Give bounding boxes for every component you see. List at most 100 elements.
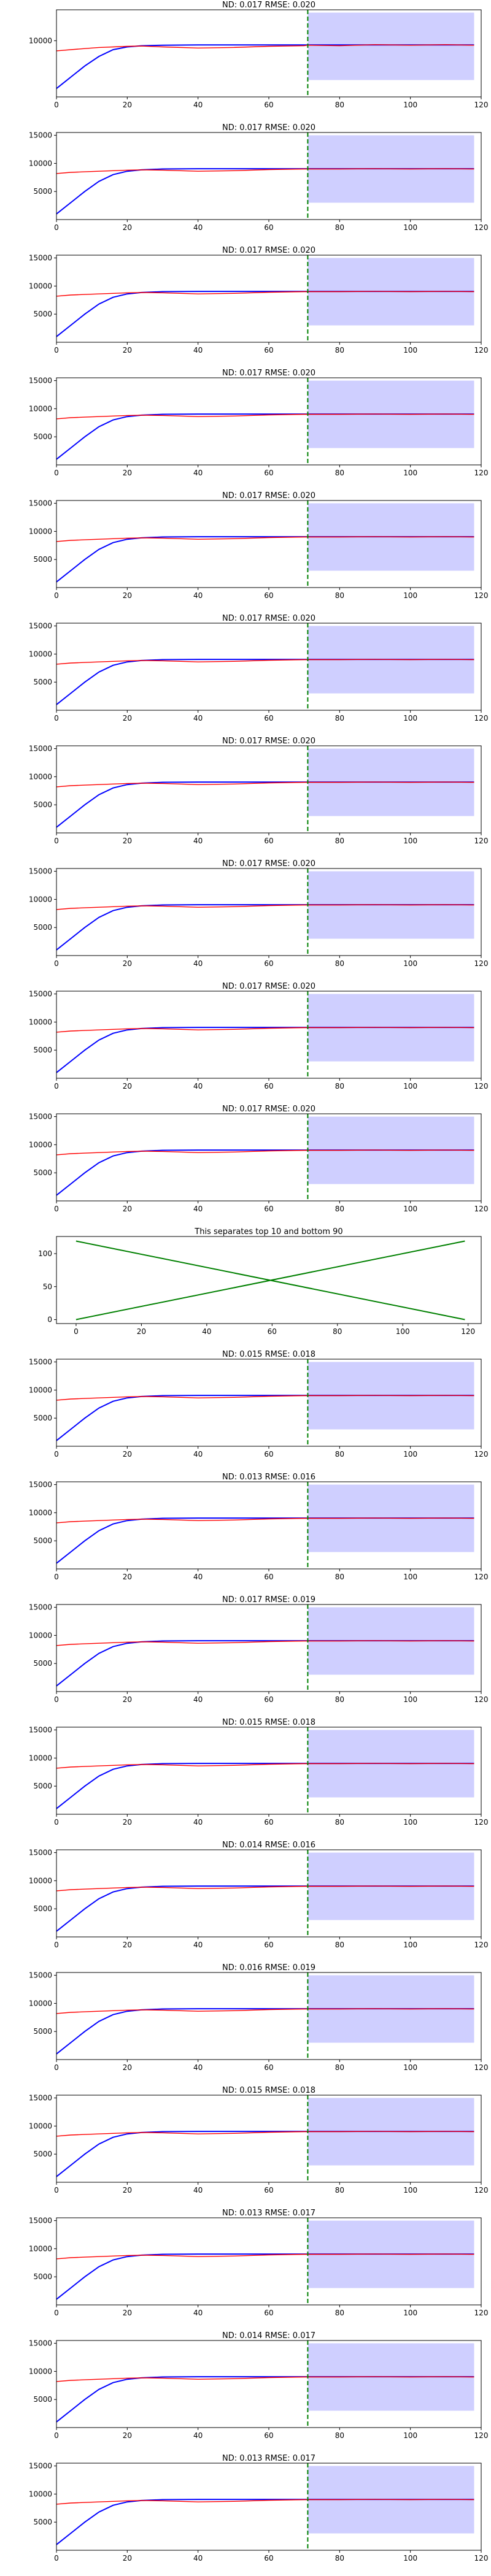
subplot: ND: 0.013 RMSE: 0.017 0 20 40 60 80 100 120 5000… [29,2209,489,2317]
x-tick-label: 40 [193,591,203,600]
x-tick-label: 100 [403,1941,417,1949]
subplot-title: ND: 0.017 RMSE: 0.020 [222,491,315,500]
y-tick-label: 10000 [29,2244,52,2253]
x-tick-label: 80 [335,1205,344,1213]
actual-line [56,659,474,665]
x-tick-label: 20 [123,469,132,477]
x-tick-label: 120 [474,346,489,355]
x-tick-label: 40 [193,2186,203,2195]
x-tick-label: 40 [193,959,203,968]
y-tick-label: 10000 [29,1631,52,1639]
x-tick-label: 120 [474,1695,489,1704]
x-tick-label: 40 [193,2063,203,2072]
x-tick-label: 60 [264,2186,273,2195]
y-tick-label: 15000 [29,1849,52,1857]
subplot-title: ND: 0.016 RMSE: 0.019 [222,1963,315,1972]
y-tick-label: 15000 [29,377,52,385]
y-tick-label: 15000 [29,1113,52,1121]
y-tick-label: 10000 [29,1754,52,1762]
subplot-title: ND: 0.013 RMSE: 0.017 [222,2209,315,2218]
x-tick-label: 0 [54,1695,59,1704]
subplot-title: ND: 0.017 RMSE: 0.020 [222,737,315,746]
x-tick-label: 80 [335,2063,344,2072]
x-tick-label: 60 [264,959,273,968]
x-tick-label: 40 [193,1450,203,1459]
x-tick-label: 0 [54,2554,59,2563]
actual-line [56,1027,474,1033]
subplot: ND: 0.015 RMSE: 0.018 0 20 40 60 80 100 120 5000… [29,2086,489,2195]
x-tick-label: 80 [335,101,344,109]
x-tick-label: 60 [264,714,273,723]
subplot-title: ND: 0.017 RMSE: 0.020 [222,246,315,255]
x-tick-label: 120 [474,1205,489,1213]
subplot: ND: 0.017 RMSE: 0.020 0 20 40 60 80 100 120 5000… [29,369,489,477]
x-tick-label: 100 [403,469,417,477]
actual-line [56,2499,474,2505]
forecast-band [307,12,474,80]
y-tick-label: 5000 [33,1659,52,1668]
subplot: ND: 0.017 RMSE: 0.020 0 20 40 60 80 100 120 5000… [29,123,489,232]
actual-line [56,413,474,420]
actual-line [56,1640,474,1646]
x-tick-label: 120 [474,1450,489,1459]
x-tick-label: 20 [123,959,132,968]
y-tick-label: 10000 [29,282,52,290]
y-tick-label: 5000 [33,2150,52,2158]
actual-line [56,1395,474,1401]
x-tick-label: 20 [123,1695,132,1704]
actual-line [56,291,474,297]
x-tick-label: 100 [403,2186,417,2195]
actual-line [56,2008,474,2014]
x-tick-label: 40 [193,1695,203,1704]
actual-line [56,1763,474,1769]
x-tick-label: 120 [474,2186,489,2195]
x-tick-label: 120 [474,714,489,723]
x-tick-label: 60 [264,346,273,355]
x-tick-label: 80 [335,2186,344,2195]
subplot-title: ND: 0.017 RMSE: 0.020 [222,614,315,623]
x-tick-label: 60 [264,1941,273,1949]
y-tick-label: 10000 [29,1999,52,2007]
y-tick-label: 15000 [29,1726,52,1735]
x-tick-label: 120 [474,2063,489,2072]
y-tick-label: 5000 [33,1168,52,1177]
y-tick-label: 10000 [29,1140,52,1149]
y-tick-label: 100 [38,1249,52,1258]
y-tick-label: 5000 [33,1536,52,1545]
x-tick-label: 80 [335,1450,344,1459]
subplot: ND: 0.013 RMSE: 0.016 0 20 40 60 80 100 120 5000… [29,1473,489,1581]
x-tick-label: 80 [335,346,344,355]
x-tick-label: 20 [123,2186,132,2195]
y-tick-label: 15000 [29,2217,52,2225]
y-tick-label: 5000 [33,432,52,441]
x-tick-label: 100 [403,2309,417,2317]
axes-frame [56,1236,482,1324]
x-tick-label: 20 [123,2309,132,2317]
y-tick-label: 10000 [29,1508,52,1517]
x-tick-label: 40 [193,1205,203,1213]
subplot: ND: 0.014 RMSE: 0.016 0 20 40 60 80 100 120 5000… [29,1841,489,1949]
subplot: ND: 0.017 RMSE: 0.020 0 20 40 60 80 100 120 5000… [29,246,489,355]
y-tick-label: 5000 [33,310,52,318]
y-tick-label: 15000 [29,254,52,263]
x-tick-label: 120 [474,2309,489,2317]
subplot-title: ND: 0.014 RMSE: 0.016 [222,1841,315,1850]
x-tick-label: 20 [123,591,132,600]
subplot-title: ND: 0.017 RMSE: 0.020 [222,1,315,10]
subplot: ND: 0.017 RMSE: 0.020 0 20 40 60 80 100 120 1000… [29,1,489,109]
x-tick-label: 20 [123,346,132,355]
x-tick-label: 80 [335,1941,344,1949]
subplot: ND: 0.014 RMSE: 0.017 0 20 40 60 80 100 120 5000… [29,2331,489,2440]
x-tick-label: 80 [335,959,344,968]
y-tick-label: 10000 [29,2122,52,2130]
x-tick-label: 60 [264,1082,273,1091]
subplot: ND: 0.017 RMSE: 0.020 0 20 40 60 80 100 120 5000… [29,737,489,845]
y-tick-label: 5000 [33,1046,52,1054]
y-tick-label: 15000 [29,745,52,753]
x-tick-label: 0 [54,101,59,109]
x-tick-label: 0 [54,1573,59,1581]
y-tick-label: 10000 [29,159,52,167]
actual-line [56,2131,474,2137]
x-tick-label: 80 [335,223,344,232]
